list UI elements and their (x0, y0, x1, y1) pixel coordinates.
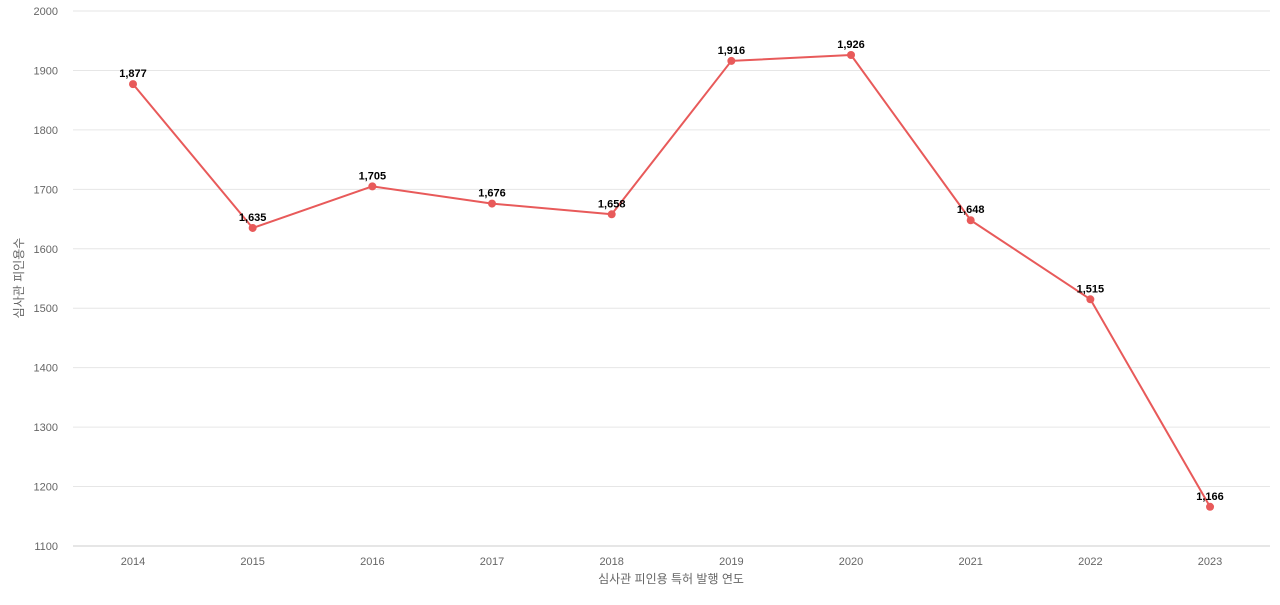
x-tick-label: 2016 (360, 556, 384, 568)
data-label: 1,877 (119, 68, 147, 80)
y-tick-label: 1100 (34, 541, 58, 553)
x-tick-label: 2017 (480, 556, 504, 568)
y-tick-label: 1900 (34, 65, 58, 77)
y-tick-label: 1700 (34, 184, 58, 196)
data-point[interactable] (1086, 295, 1095, 304)
y-tick-label: 1600 (34, 244, 58, 256)
y-tick-label: 2000 (34, 6, 58, 18)
x-tick-labels: 2014 2015 2016 2017 2018 2019 2020 2021 2022 2023 (121, 556, 1223, 568)
x-tick-label: 2014 (121, 556, 145, 568)
data-label: 1,635 (239, 212, 267, 224)
data-label: 1,926 (837, 39, 865, 51)
data-label: 1,515 (1077, 283, 1105, 295)
data-label-layer: 1,877 1,635 1,705 1,676 1,658 1,916 1,926 1,648… (119, 39, 1224, 503)
x-tick-label: 2023 (1198, 556, 1222, 568)
y-tick-label: 1800 (34, 125, 58, 137)
x-axis-title: 심사관 피인용 특허 발행 연도 (598, 571, 744, 586)
series-layer (129, 50, 1215, 511)
data-label: 1,658 (598, 198, 626, 210)
y-tick-label: 1300 (34, 422, 58, 434)
x-tick-label: 2020 (839, 556, 863, 568)
series-line (132, 53, 1211, 508)
y-tick-labels: 1100 1200 1300 1400 1500 1600 1700 1800 1900 2000 (34, 6, 58, 553)
data-point[interactable] (847, 50, 856, 59)
data-label: 1,676 (478, 188, 506, 200)
data-label: 1,166 (1196, 491, 1224, 503)
data-point[interactable] (1206, 502, 1215, 511)
y-tick-label: 1500 (34, 303, 58, 315)
data-point[interactable] (607, 210, 616, 219)
y-tick-label: 1200 (34, 482, 58, 494)
data-point[interactable] (248, 223, 257, 232)
data-label: 1,705 (359, 170, 387, 182)
data-label: 1,648 (957, 204, 985, 216)
x-tick-label: 2021 (958, 556, 982, 568)
y-tick-label: 1400 (34, 363, 58, 375)
grid-layer (73, 10, 1270, 488)
data-point[interactable] (727, 56, 736, 65)
data-point[interactable] (129, 80, 137, 89)
x-tick-label: 2018 (599, 556, 623, 568)
x-tick-label: 2022 (1078, 556, 1102, 568)
y-axis-title: 심사관 피인용수 (12, 238, 26, 319)
x-tick-label: 2015 (240, 556, 264, 568)
x-tick-label: 2019 (719, 556, 743, 568)
data-label: 1,916 (718, 45, 746, 57)
data-point[interactable] (966, 216, 975, 225)
data-point[interactable] (368, 182, 377, 191)
data-point[interactable] (488, 199, 497, 208)
